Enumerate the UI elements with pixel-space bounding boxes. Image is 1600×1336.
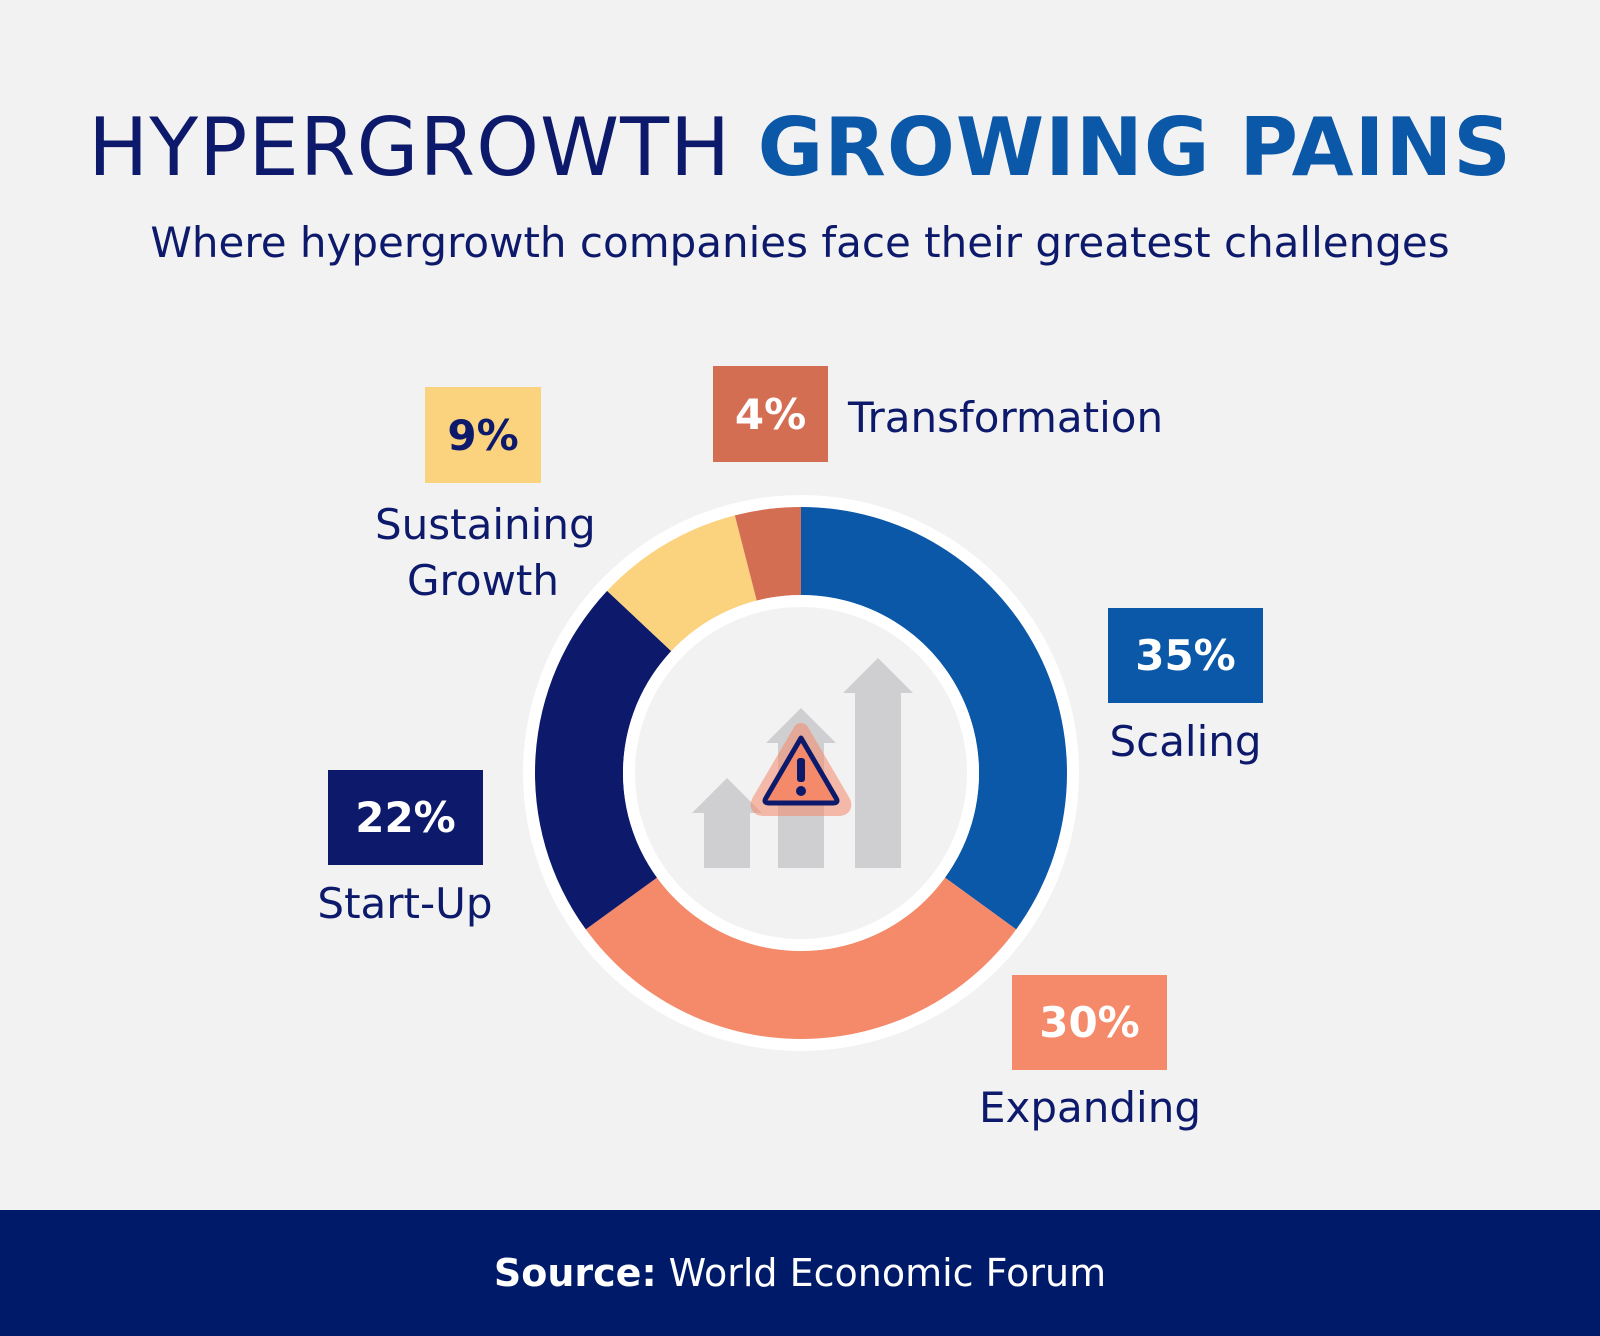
badge-transformation: 4% [713,366,828,462]
label-sustaining-growth: Sustaining Growth [375,500,596,605]
badge-scaling: 35% [1108,608,1263,703]
source-footer: Source: World Economic Forum [0,1210,1600,1336]
source-label: Source: [493,1251,657,1295]
title-bold: GROWING PAINS [757,101,1512,194]
badge-start-up: 22% [328,770,483,865]
chart-subtitle: Where hypergrowth companies face their g… [150,218,1450,267]
title-light: HYPERGROWTH [88,101,732,194]
badge-sustaining-growth: 9% [425,387,541,483]
badge-expanding: 30% [1012,975,1167,1070]
label-scaling: Scaling [1109,717,1262,766]
donut-slice-expanding [585,877,1017,1039]
label-start-up: Start-Up [317,879,493,928]
donut-slice-scaling [801,507,1068,930]
donut-slice-sustaining-growth [607,515,757,652]
donut-slice-transformation [734,507,801,601]
label-expanding: Expanding [978,1083,1202,1132]
source-text: World Economic Forum [668,1251,1107,1295]
chart-title: HYPERGROWTH GROWING PAINS [0,108,1600,188]
growth-arrows-warning-icon [692,658,913,868]
label-transformation: Transformation [848,393,1164,442]
donut-slice-start-up [534,590,672,930]
